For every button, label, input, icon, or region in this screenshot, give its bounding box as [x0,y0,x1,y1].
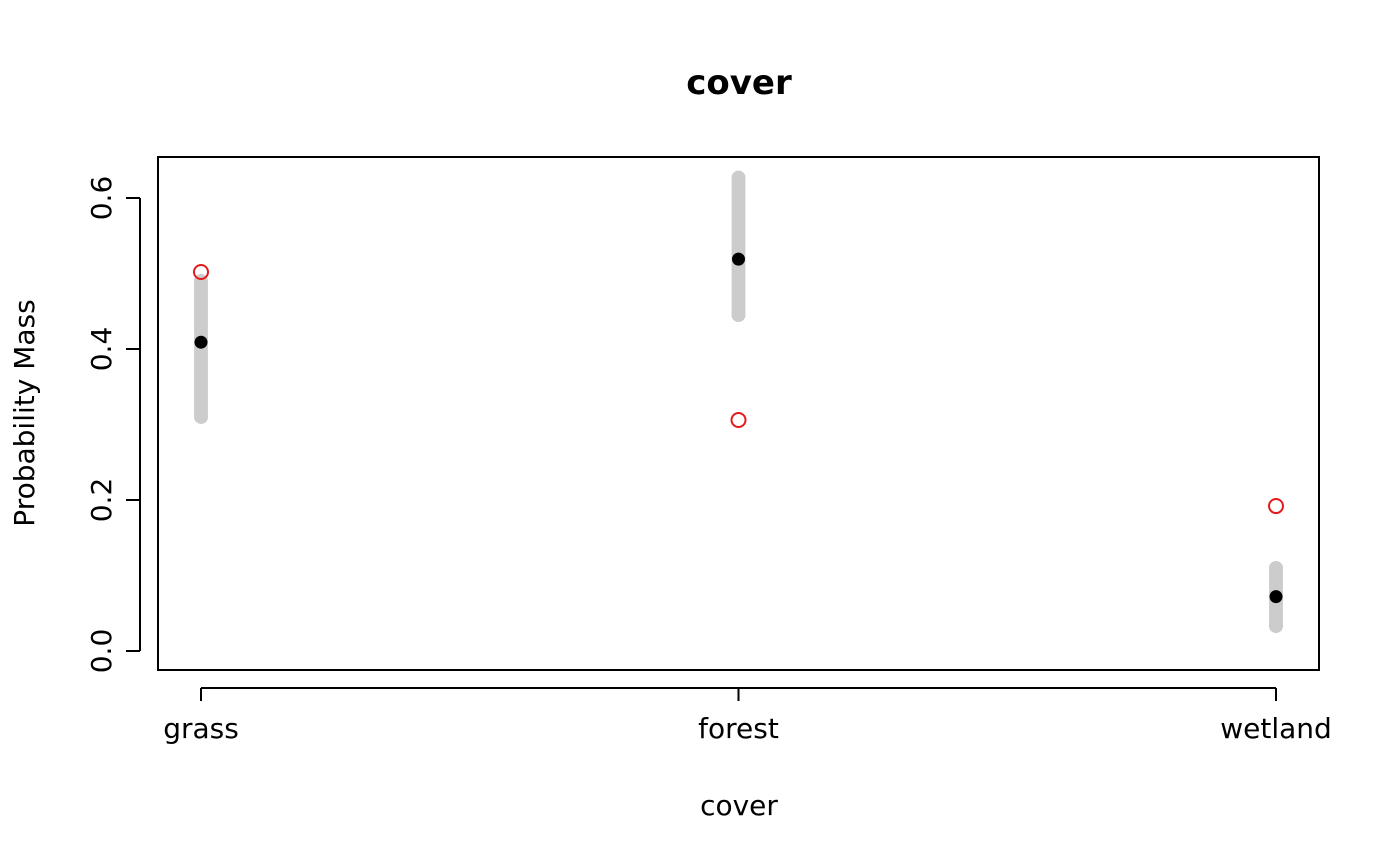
observed-point-grass [193,263,209,280]
plot-frame [157,156,1320,671]
simulated-points-grass [194,274,208,424]
y-tick-label-2: 0.4 [85,327,118,372]
observed-point-forest [730,411,747,428]
observed-point-wetland [1268,498,1284,515]
y-tick-label-3: 0.6 [85,176,118,221]
y-tick-label-0: 0.0 [85,629,118,674]
x-axis-label: cover [700,789,778,822]
x-tick-label-wetland: wetland [1220,712,1332,745]
simulated-points-forest [731,170,746,323]
data-marks [193,170,1284,634]
x-axis-ticks: grass forest wetland [163,688,1332,745]
chart-title: cover [686,63,792,103]
y-tick-label-1: 0.2 [85,478,118,523]
y-axis-ticks: 0.0 0.2 0.4 0.6 [85,176,140,674]
mean-point-grass [194,335,208,349]
simulated-point [1269,619,1283,634]
mean-point-wetland [1269,590,1283,604]
simulated-point [194,409,208,424]
x-tick-label-forest: forest [698,712,779,745]
x-tick-label-grass: grass [163,712,239,745]
y-axis-label: Probability Mass [8,299,41,526]
mean-point-forest [732,252,745,266]
simulated-point [731,308,746,323]
